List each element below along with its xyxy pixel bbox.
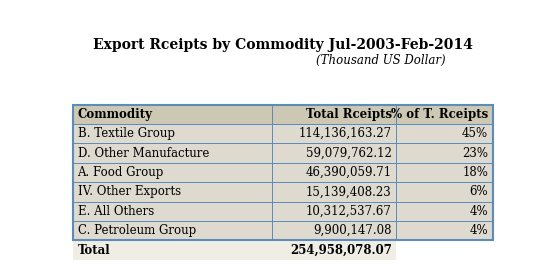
- Bar: [73, 163, 273, 182]
- Bar: [73, 143, 273, 163]
- Bar: [73, 221, 273, 240]
- Bar: [396, 163, 492, 182]
- Bar: [73, 105, 492, 240]
- Bar: [396, 105, 492, 124]
- Text: Total: Total: [77, 244, 110, 257]
- Text: (Thousand US Dollar): (Thousand US Dollar): [316, 54, 446, 67]
- Text: B. Textile Group: B. Textile Group: [77, 127, 174, 140]
- Text: 254,958,078.07: 254,958,078.07: [290, 244, 392, 257]
- Text: E. All Others: E. All Others: [77, 205, 154, 218]
- Bar: [273, 182, 396, 202]
- Bar: [396, 202, 492, 221]
- Bar: [396, 182, 492, 202]
- Text: 23%: 23%: [462, 147, 489, 160]
- Text: 59,079,762.12: 59,079,762.12: [306, 147, 392, 160]
- Text: 6%: 6%: [470, 185, 489, 198]
- Bar: [73, 105, 273, 124]
- Text: Total Rceipts: Total Rceipts: [306, 108, 392, 121]
- Bar: [396, 143, 492, 163]
- Bar: [273, 105, 396, 124]
- Text: 114,136,163.27: 114,136,163.27: [299, 127, 392, 140]
- Text: Commodity: Commodity: [77, 108, 152, 121]
- Text: 4%: 4%: [470, 224, 489, 237]
- Text: 10,312,537.67: 10,312,537.67: [306, 205, 392, 218]
- Text: 46,390,059.71: 46,390,059.71: [306, 166, 392, 179]
- Bar: [73, 124, 273, 143]
- Bar: [273, 240, 396, 260]
- Text: D. Other Manufacture: D. Other Manufacture: [77, 147, 209, 160]
- Text: Export Rceipts by Commodity Jul-2003-Feb-2014: Export Rceipts by Commodity Jul-2003-Feb…: [93, 38, 473, 52]
- Bar: [273, 124, 396, 143]
- Text: 45%: 45%: [462, 127, 489, 140]
- Bar: [73, 202, 273, 221]
- Text: 4%: 4%: [470, 205, 489, 218]
- Text: 18%: 18%: [463, 166, 489, 179]
- Bar: [73, 240, 273, 260]
- Text: 15,139,408.23: 15,139,408.23: [306, 185, 392, 198]
- Bar: [73, 182, 273, 202]
- Bar: [396, 124, 492, 143]
- Text: C. Petroleum Group: C. Petroleum Group: [77, 224, 196, 237]
- Text: % of T. Rceipts: % of T. Rceipts: [391, 108, 489, 121]
- Bar: [273, 163, 396, 182]
- Text: IV. Other Exports: IV. Other Exports: [77, 185, 181, 198]
- Bar: [396, 221, 492, 240]
- Bar: [273, 221, 396, 240]
- Bar: [273, 143, 396, 163]
- Text: 9,900,147.08: 9,900,147.08: [314, 224, 392, 237]
- Bar: [273, 202, 396, 221]
- Text: A. Food Group: A. Food Group: [77, 166, 164, 179]
